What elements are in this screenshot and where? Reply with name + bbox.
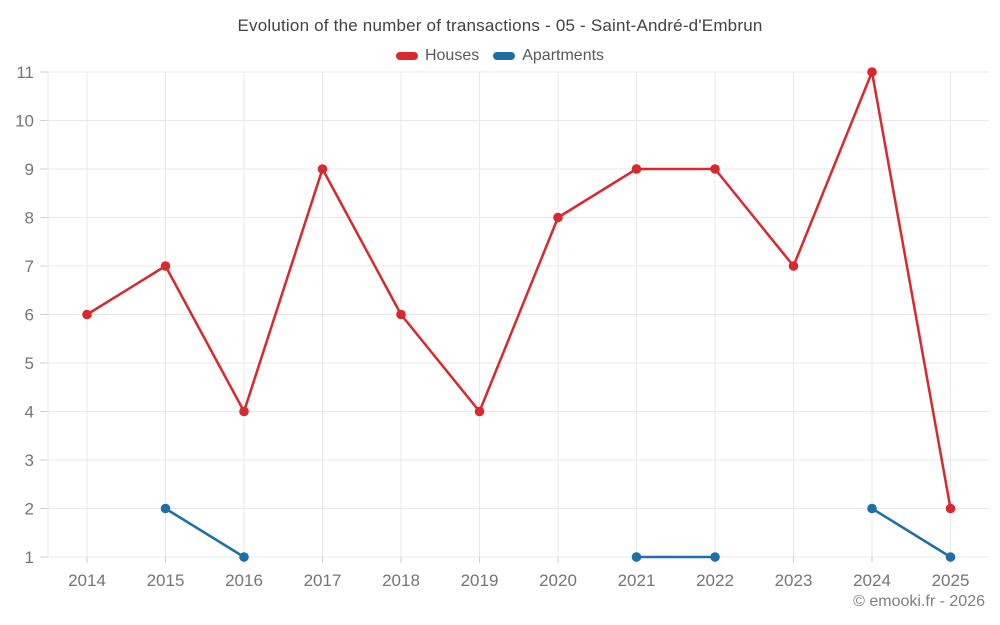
series-line-apartments — [870, 507, 952, 559]
data-point-houses-2022[interactable] — [710, 164, 720, 174]
y-tick-label: 8 — [25, 209, 34, 228]
x-tick-label: 2018 — [382, 571, 420, 590]
data-point-apartments-2015[interactable] — [160, 503, 171, 514]
legend: Houses Apartments — [0, 47, 1000, 65]
apartments-series-swatch-icon — [493, 52, 516, 60]
y-tick-label: 1 — [25, 548, 34, 567]
legend-label-houses: Houses — [424, 47, 480, 64]
legend-item-houses[interactable]: Houses — [395, 47, 480, 65]
houses-series-swatch-icon — [395, 52, 418, 60]
y-tick-label: 3 — [25, 451, 34, 470]
x-tick-label: 2025 — [932, 571, 970, 590]
data-point-houses-2014[interactable] — [82, 309, 92, 320]
x-tick-label: 2023 — [775, 571, 813, 590]
x-tick-label: 2017 — [304, 571, 342, 590]
data-point-apartments-2022[interactable] — [710, 552, 720, 562]
series-line-apartments — [164, 507, 246, 559]
x-tick-label: 2016 — [225, 571, 263, 590]
data-point-apartments-2025[interactable] — [945, 552, 956, 562]
y-tick-label: 11 — [16, 63, 34, 82]
y-tick-label: 4 — [25, 403, 34, 422]
series-line-houses — [85, 70, 952, 510]
data-point-houses-2018[interactable] — [396, 309, 406, 320]
y-tick-label: 6 — [25, 306, 34, 325]
data-point-houses-2015[interactable] — [160, 261, 171, 271]
y-tick-label: 9 — [25, 160, 34, 179]
legend-label-apartments: Apartments — [522, 47, 605, 64]
y-tick-label: 7 — [25, 257, 34, 276]
data-point-houses-2021[interactable] — [631, 164, 642, 174]
x-tick-label: 2019 — [461, 571, 499, 590]
data-point-houses-2020[interactable] — [553, 212, 563, 223]
x-tick-label: 2024 — [853, 571, 891, 590]
y-tick-label: 2 — [25, 500, 34, 519]
data-point-houses-2017[interactable] — [317, 164, 328, 174]
x-tick-label: 2021 — [618, 571, 656, 590]
data-point-houses-2025[interactable] — [945, 503, 956, 514]
footer-credit: © emooki.fr - 2026 — [853, 593, 985, 610]
y-tick-label: 5 — [25, 354, 34, 373]
y-tick-label: 10 — [15, 112, 34, 131]
x-tick-label: 2014 — [68, 571, 106, 590]
data-point-houses-2016[interactable] — [239, 406, 249, 417]
x-tick-label: 2020 — [539, 571, 577, 590]
data-point-houses-2023[interactable] — [788, 261, 799, 271]
data-point-apartments-2021[interactable] — [631, 552, 642, 562]
data-point-apartments-2016[interactable] — [239, 552, 249, 562]
chart-title: Evolution of the number of transactions … — [237, 16, 763, 35]
x-tick-label: 2015 — [147, 571, 185, 590]
legend-item-apartments[interactable]: Apartments — [493, 47, 604, 65]
data-point-apartments-2024[interactable] — [867, 503, 877, 514]
data-point-houses-2024[interactable] — [867, 67, 877, 77]
x-tick-label: 2022 — [696, 571, 734, 590]
data-point-houses-2019[interactable] — [474, 406, 485, 417]
